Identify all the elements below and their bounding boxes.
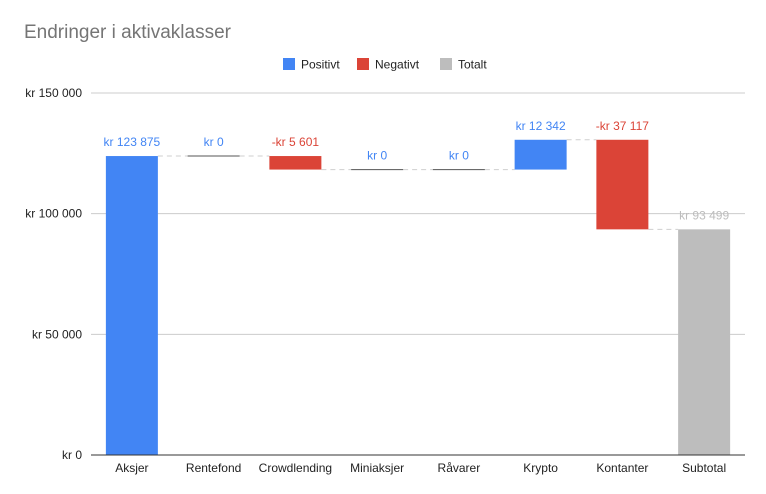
y-tick-label: kr 150 000 [25, 86, 82, 100]
x-axis-categories: Aksjer Rentefond Crowdlending Miniaksjer Råv… [115, 461, 726, 475]
x-category-label: Råvarer [438, 461, 481, 475]
legend: Positivt Negativt Totalt [283, 58, 487, 72]
data-label: -kr 5 601 [272, 135, 320, 149]
data-label: kr 0 [204, 135, 224, 149]
chart-title: Endringer i aktivaklasser [24, 22, 232, 43]
bar [678, 229, 731, 455]
legend-label: Negativt [375, 58, 420, 72]
y-tick-label: kr 0 [62, 448, 82, 462]
legend-swatch [283, 58, 295, 70]
y-axis-ticks: kr 0 kr 50 000 kr 100 000 kr 150 000 [25, 86, 82, 462]
x-category-label: Krypto [523, 461, 558, 475]
x-category-label: Kontanter [596, 461, 648, 475]
x-category-label: Crowdlending [259, 461, 332, 475]
bar [514, 139, 567, 170]
data-label: -kr 37 117 [596, 119, 649, 133]
bars [105, 139, 731, 455]
legend-swatch [440, 58, 452, 70]
bar [596, 139, 649, 230]
data-label: kr 12 342 [516, 119, 566, 133]
data-label: kr 93 499 [679, 208, 729, 222]
legend-label: Positivt [301, 58, 340, 72]
data-label: kr 123 875 [104, 135, 161, 149]
data-label: kr 0 [449, 149, 469, 163]
y-tick-label: kr 100 000 [25, 207, 82, 221]
legend-swatch [357, 58, 369, 70]
x-category-label: Subtotal [682, 461, 726, 475]
bar [105, 156, 158, 455]
legend-label: Totalt [458, 58, 487, 72]
y-tick-label: kr 50 000 [32, 327, 82, 341]
x-category-label: Aksjer [115, 461, 148, 475]
data-label: kr 0 [367, 149, 387, 163]
x-category-label: Rentefond [186, 461, 241, 475]
x-category-label: Miniaksjer [350, 461, 404, 475]
connectors [157, 139, 679, 230]
bar [269, 156, 322, 170]
data-labels: kr 123 875 kr 0 -kr 5 601 kr 0 kr 0 kr 12 342… [104, 119, 730, 223]
